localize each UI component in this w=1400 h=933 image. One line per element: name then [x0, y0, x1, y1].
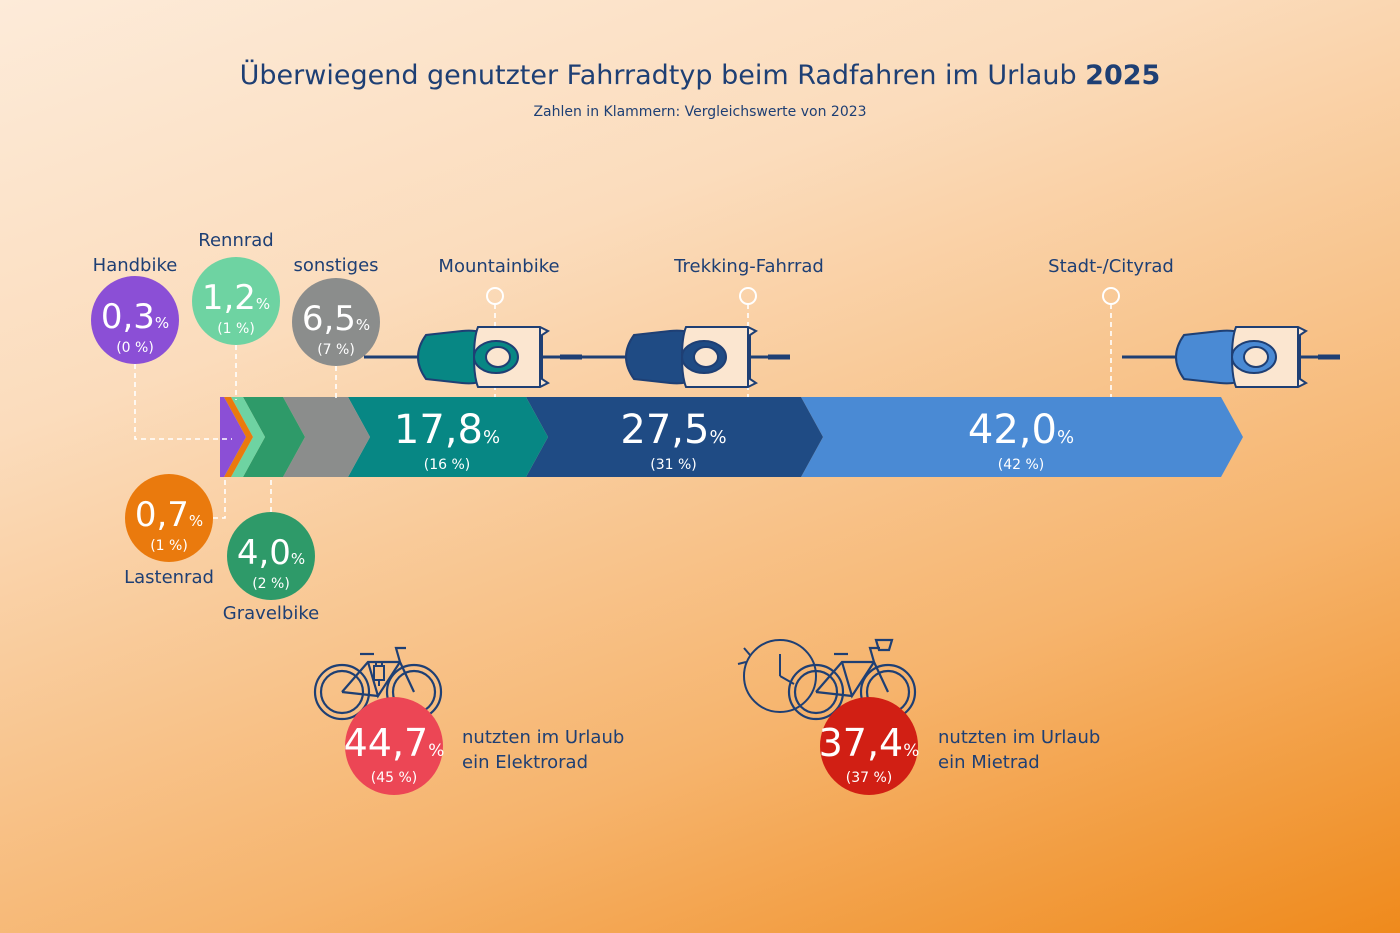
ebike-stat-line2: ein Elektrorad [462, 752, 589, 773]
stat-value-1: 37,4% [819, 721, 920, 765]
rental-bike-icon-frame [815, 646, 889, 699]
bar-prev-label-5: (16 %) [424, 457, 471, 473]
category-label-7: Stadt-/Cityrad [1048, 256, 1174, 277]
rental-stat-line2: ein Mietrad [938, 752, 1040, 773]
bubble-prev-1: (1 %) [150, 538, 188, 554]
leader-line-0 [134, 364, 232, 440]
bar-segment-stadt-cityrad [801, 397, 1243, 477]
bubble-prev-3: (2 %) [252, 576, 290, 592]
bubble-3 [227, 512, 315, 600]
clock-arrow [737, 647, 751, 665]
bubble-value-4: 6,5% [302, 299, 370, 339]
category-label-6: Trekking-Fahrrad [673, 256, 824, 277]
bubble-value-2: 1,2% [202, 278, 270, 318]
e-bike-icon-frame [341, 646, 415, 699]
bubble-value-3: 4,0% [237, 533, 305, 573]
bar-value-label-7: 42,0% [968, 407, 1074, 453]
bubble-value-0: 0,3% [101, 297, 169, 337]
bubble-2 [192, 257, 280, 345]
bubble-category-4: sonstiges [293, 255, 378, 276]
bubble-category-1: Lastenrad [124, 567, 214, 588]
stat-circle-0 [345, 697, 443, 795]
stat-circle-1 [820, 697, 918, 795]
stat-prev-1: (37 %) [846, 770, 893, 786]
stat-value-0: 44,7% [344, 721, 445, 765]
bar-segment-trekking-fahrrad [526, 397, 823, 477]
stat-prev-0: (45 %) [371, 770, 418, 786]
ebike-stat-text: nutzten im Urlaub ein Elektrorad [462, 725, 624, 775]
mountainbike-rider-icon [364, 326, 582, 388]
bubble-0 [91, 276, 179, 364]
bar-segment-lastenrad [224, 397, 253, 477]
chart-title-main: Überwiegend genutzter Fahrradtyp beim Ra… [239, 60, 1077, 91]
bar-value-label-6: 27,5% [620, 407, 726, 453]
bubble-category-2: Rennrad [198, 230, 273, 251]
bubble-1 [125, 474, 213, 562]
e-bike-icon-rear-wheel [313, 663, 371, 721]
plug-body [373, 665, 385, 681]
bar-segment-mountainbike [348, 397, 548, 477]
clock-face [743, 639, 817, 713]
trekking-rider-icon-helmet [693, 346, 719, 368]
rental-stat-text: nutzten im Urlaub ein Mietrad [938, 725, 1100, 775]
marker-circle-5 [486, 287, 504, 305]
e-bike-icon-rear-rim [319, 669, 365, 715]
chart-subtitle: Zahlen in Klammern: Vergleichswerte von … [533, 104, 867, 120]
bubble-value-1: 0,7% [135, 495, 203, 535]
bar-segment-gravelbike [243, 397, 305, 477]
bubble-prev-4: (7 %) [317, 342, 355, 358]
bubble-prev-2: (1 %) [217, 321, 255, 337]
city-rider-icon [1122, 326, 1340, 388]
rental-bike-icon-rear-wheel [787, 663, 845, 721]
marker-circle-6 [739, 287, 757, 305]
leader-line-1 [213, 476, 226, 519]
chart-title: Überwiegend genutzter Fahrradtyp beim Ra… [0, 60, 1400, 91]
marker-circle-7 [1102, 287, 1120, 305]
clock-icon [737, 639, 817, 713]
bar-prev-label-6: (31 %) [650, 457, 697, 473]
bar-value-label-5: 17,8% [394, 407, 500, 453]
mountainbike-rider-icon-helmet [485, 346, 511, 368]
chart-title-year: 2025 [1085, 60, 1161, 91]
bar-segment-sonstiges [283, 397, 370, 477]
bubble-category-3: Gravelbike [223, 603, 319, 624]
rental-stat-line1: nutzten im Urlaub [938, 727, 1101, 748]
trekking-rider-icon [572, 326, 790, 388]
e-bike-icon [313, 646, 443, 721]
bubble-4 [292, 278, 380, 366]
city-rider-icon-helmet [1243, 346, 1269, 368]
ebike-stat-line1: nutzten im Urlaub [462, 727, 625, 748]
rental-bike-icon-rear-rim [793, 669, 839, 715]
bar-prev-label-7: (42 %) [998, 457, 1045, 473]
bar-segment-rennrad [231, 397, 265, 477]
category-label-5: Mountainbike [438, 256, 559, 277]
plug-icon [373, 662, 385, 686]
bubble-category-0: Handbike [93, 255, 178, 276]
rental-bike-icon-basket [874, 638, 894, 652]
bubble-prev-0: (0 %) [116, 340, 154, 356]
bar-segment-handbike [220, 397, 246, 477]
plug-pins [375, 662, 383, 686]
